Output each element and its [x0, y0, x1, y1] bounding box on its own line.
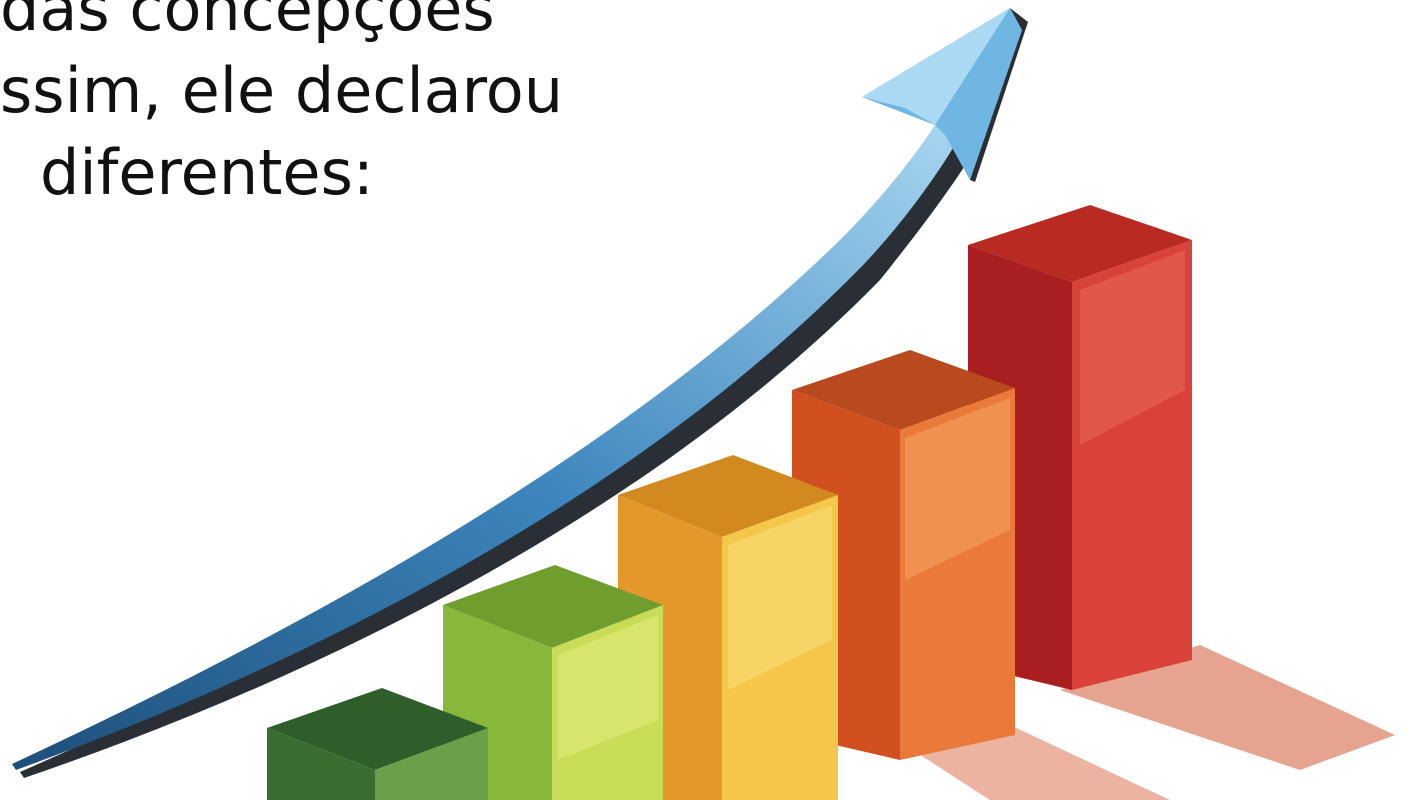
bar-1-left [267, 728, 375, 800]
text-line-3: diferentes: [40, 136, 374, 209]
rising-arrow [12, 8, 1028, 778]
bar-4-top [792, 350, 1015, 430]
bar-3-highlight [728, 505, 832, 690]
bar-1-right [375, 728, 488, 800]
text-line-1: das concepções [0, 0, 495, 45]
text-line-2: ssim, ele declarou [0, 54, 564, 127]
bar-2-top [443, 565, 663, 648]
bar-4-highlight [905, 398, 1010, 580]
slide-text: das concepções ssim, ele declarou difere… [0, 0, 620, 214]
bar-2-highlight [558, 615, 658, 760]
bar-5-top [968, 205, 1192, 282]
arrow-head-shade [970, 8, 1028, 182]
shadow-bar-5 [1060, 645, 1395, 770]
arrow-head-light [862, 8, 1010, 125]
bar-1-top [267, 688, 488, 770]
bar-1 [267, 688, 488, 800]
bar-4 [792, 350, 1015, 760]
bar-5-highlight [1080, 250, 1185, 445]
bar-2 [443, 565, 663, 800]
bar-3-top [618, 455, 838, 537]
